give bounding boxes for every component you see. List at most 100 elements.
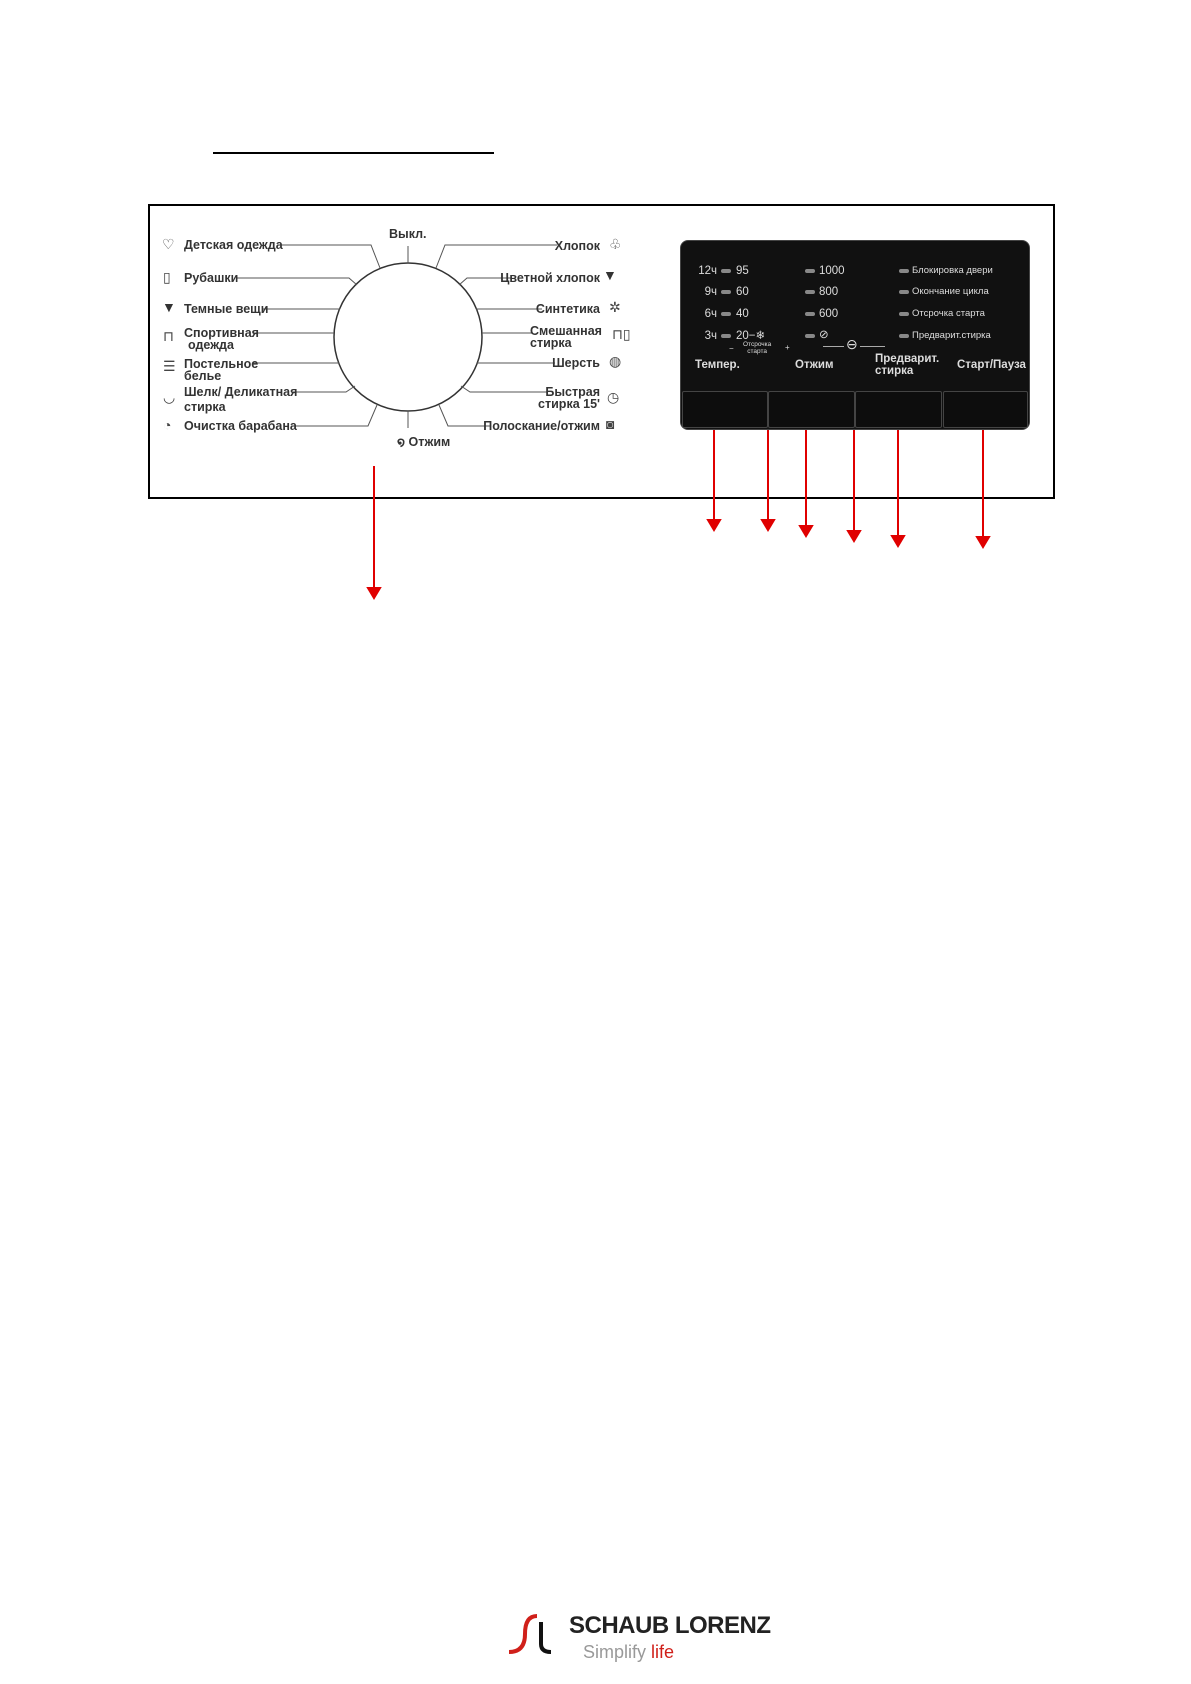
led: [805, 334, 815, 338]
program-wool: Шерсть: [552, 356, 600, 370]
key-lock-icon: ⊖: [844, 336, 860, 352]
prewash-line2: стирка: [875, 365, 914, 377]
spin-600: 600: [819, 308, 839, 320]
arrow-head: [846, 530, 862, 543]
program-mixed: Смешанная стирка: [530, 324, 602, 350]
spin-button[interactable]: [768, 391, 855, 428]
dial-line: [458, 277, 512, 286]
bedding-icon: ☰: [163, 358, 176, 374]
program-bedding-line2: белье: [184, 369, 222, 383]
arrow-head: [890, 535, 906, 548]
program-quick-line2: стирка 15': [538, 397, 600, 411]
led: [805, 312, 815, 316]
spin-button-label: Отжим: [795, 359, 834, 371]
program-cotton: Хлопок: [554, 239, 600, 253]
arrow-head: [798, 525, 814, 538]
logo-brand-first: SCHAUB: [569, 1612, 669, 1639]
led: [899, 334, 909, 338]
cotton-icon: ♧: [609, 236, 622, 252]
led: [721, 290, 731, 294]
synthetics-icon: ✲: [609, 299, 621, 315]
dial-off-label: Выкл.: [389, 227, 427, 241]
logo-tagline: Simplify life: [583, 1642, 674, 1663]
program-bedding-line1: Постельное: [184, 357, 259, 371]
led: [899, 290, 909, 294]
program-dial[interactable]: [333, 262, 483, 412]
temp-button-label: Темпер.: [695, 359, 740, 371]
program-quick: Быстрая стирка 15': [538, 385, 600, 411]
color-cotton-icon: ▼: [603, 267, 617, 283]
program-mixed-line2: стирка: [530, 336, 572, 350]
arrow-head: [706, 519, 722, 532]
start-pause-button[interactable]: [943, 391, 1028, 428]
led: [721, 269, 731, 273]
logo-brand-second: LORENZ: [674, 1612, 771, 1639]
program-baby: Детская одежда: [184, 238, 283, 252]
led: [721, 334, 731, 338]
program-rinse-spin: Полоскание/отжим: [483, 419, 600, 433]
program-color-cotton: Цветной хлопок: [500, 271, 600, 285]
dial-spin-label: ໑ Отжим: [397, 435, 451, 449]
temp-button[interactable]: [682, 391, 768, 428]
temp-cold: 20−❄: [736, 330, 766, 342]
logo-tagline-accent: life: [651, 1642, 675, 1662]
start-button-label: Старт/Пауза: [957, 359, 1026, 371]
program-shirts: Рубашки: [184, 271, 239, 285]
dial-line: [277, 244, 381, 269]
led: [805, 269, 815, 273]
schaub-lorenz-logo: SCHAUB LORENZ Simplify life: [507, 1612, 782, 1670]
spiral-icon: ໑: [397, 435, 406, 449]
delay-minus: −: [729, 344, 734, 353]
prewash-button[interactable]: [855, 391, 942, 428]
indicator-cycle-end: Окончание цикла: [912, 286, 989, 297]
quick-wash-icon: ◷: [607, 389, 620, 405]
dark-tshirt-icon: ▼: [162, 299, 176, 315]
dial-line: [291, 404, 378, 427]
indicator-delay-start: Отсрочка старта: [912, 308, 985, 319]
delay-plus: +: [785, 343, 790, 352]
arrow-head: [760, 519, 776, 532]
mixed-icon: ⊓▯: [612, 326, 631, 342]
control-panel-frame: [148, 204, 1055, 499]
arrow-head: [975, 536, 991, 549]
prewash-line1: Предварит.: [875, 353, 940, 365]
program-sport-line2: одежда: [188, 338, 234, 352]
program-silk: Шелк/ Деликатная стирка: [184, 386, 297, 414]
program-drum-clean: Очистка барабана: [184, 419, 297, 433]
baby-clothes-icon: ♡: [162, 236, 175, 252]
sportswear-icon: ⊓: [163, 328, 174, 344]
dial-line: [438, 404, 490, 427]
program-dark: Темные вещи: [184, 302, 269, 316]
arrow-head: [366, 587, 382, 600]
dial-line: [237, 277, 358, 286]
program-silk-line2: стирка: [184, 400, 226, 414]
arrows: [366, 365, 991, 600]
logo-mark: [508, 1614, 551, 1654]
prewash-button-label: Предварит. стирка: [875, 353, 939, 377]
delay-9h: 9ч: [704, 286, 717, 298]
temp-95: 95: [736, 265, 749, 277]
temp-60: 60: [736, 286, 749, 298]
led: [805, 290, 815, 294]
program-quick-line1: Быстрая: [545, 385, 600, 399]
dial-line: [435, 244, 557, 269]
program-mixed-line1: Смешанная: [530, 324, 602, 338]
wool-icon: ◍: [609, 353, 622, 369]
logo-tagline-text: Simplify: [583, 1642, 647, 1662]
dial-line: [460, 385, 548, 393]
program-sport: Спортивная одежда: [184, 326, 259, 352]
program-sport-line1: Спортивная: [184, 326, 259, 340]
program-bedding: Постельное белье: [184, 357, 259, 383]
shirt-icon: ▯: [163, 269, 171, 285]
spin-text: Отжим: [408, 435, 451, 449]
delay-label-line2: старта: [747, 348, 768, 355]
spin-1000: 1000: [819, 265, 845, 277]
led: [899, 269, 909, 273]
delay-label-line1: Отсрочка: [743, 341, 772, 348]
silk-icon: ◡: [163, 389, 176, 405]
drum-clean-icon: ◔: [163, 417, 172, 433]
indicator-prewash: Предварит.стирка: [912, 330, 991, 341]
delay-start-label: Отсрочка старта: [743, 341, 771, 355]
